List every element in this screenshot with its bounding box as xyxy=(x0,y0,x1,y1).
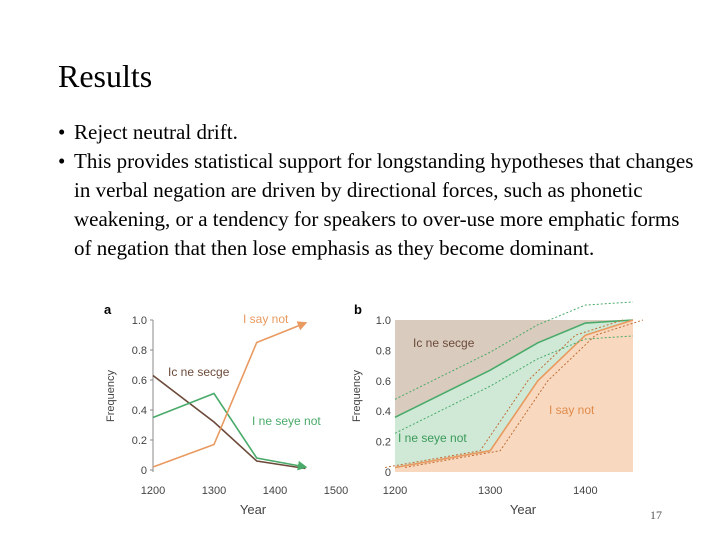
series-line xyxy=(152,374,306,470)
panel-b-label-ic-ne-secge: Ic ne secge xyxy=(413,336,475,350)
y-tick-label: 0.4 xyxy=(132,405,147,417)
x-tick-label: 1200 xyxy=(383,485,407,497)
bullet-text: Reject neutral drift. xyxy=(74,120,238,144)
series-line xyxy=(152,392,308,471)
y-tick-label: 0 xyxy=(141,465,147,477)
ci-lower-i-say-not xyxy=(404,319,644,468)
y-tick-label: 0 xyxy=(385,467,391,479)
y-tick-label: 0.6 xyxy=(132,375,147,387)
panel-a-label: a xyxy=(104,302,112,317)
panel-a-x-ticks: 1200 1300 1400 1500 xyxy=(141,485,348,497)
ci-upper-i-say-not xyxy=(384,319,624,468)
panel-b-y-axis-title: Frequency xyxy=(351,370,363,422)
y-tick-label: 0.8 xyxy=(132,345,147,357)
panel-a-label-i-say-not: I say not xyxy=(243,312,289,326)
page-number: 17 xyxy=(650,508,662,522)
frequency-figure: a 0 0.2 0.4 0.6 0.8 1.0 1200 1300 1400 1500 Freq… xyxy=(104,301,644,517)
x-tick-label: 1400 xyxy=(573,485,597,497)
y-tick-label: 1.0 xyxy=(376,315,391,327)
area-i-say-not xyxy=(395,320,633,472)
slide-title: Results xyxy=(58,58,153,94)
line-i-say-not xyxy=(394,319,634,469)
panel-a-label-ic-ne-secge: Ic ne secge xyxy=(168,365,230,379)
bullet-item: • Reject neutral drift. xyxy=(58,118,698,147)
x-tick-label: 1300 xyxy=(202,485,226,497)
y-tick-label: 0.2 xyxy=(132,435,147,447)
x-tick-label: 1400 xyxy=(263,485,287,497)
panel-b-label-i-say-not: I say not xyxy=(549,403,595,417)
panel-b-x-axis-title: Year xyxy=(510,502,537,517)
panel-a-y-ticks: 0 0.2 0.4 0.6 0.8 1.0 xyxy=(132,315,153,477)
bullet-list: • Reject neutral drift. • This provides … xyxy=(58,118,698,263)
y-tick-label: 0.2 xyxy=(376,437,391,449)
area-i-ne-seye-not xyxy=(395,320,633,468)
area-ic-ne-secge xyxy=(395,320,633,418)
series-line xyxy=(152,321,308,468)
line-i-ne-seye-not xyxy=(394,319,634,418)
ci-upper-i-ne-seye-not xyxy=(394,301,634,400)
panel-b-x-ticks: 1200 1300 1400 xyxy=(383,485,598,497)
bullet-item: • This provides statistical support for … xyxy=(58,147,698,263)
x-tick-label: 1200 xyxy=(141,485,165,497)
panel-b-label: b xyxy=(354,302,362,317)
panel-b: b 0 0.2 0.4 0.6 0.8 1.0 1200 1300 1400 Frequenc… xyxy=(351,301,644,517)
bullet-text: This provides statistical support for lo… xyxy=(74,149,694,260)
panel-b-y-ticks: 0 0.2 0.4 0.6 0.8 1.0 xyxy=(376,315,391,479)
ci-lower-i-ne-seye-not xyxy=(394,335,634,434)
x-tick-label: 1300 xyxy=(478,485,502,497)
y-tick-label: 0.8 xyxy=(376,345,391,357)
panel-b-label-i-ne-seye-not: I ne seye not xyxy=(398,431,467,445)
panel-a-x-axis-title: Year xyxy=(240,502,267,517)
panel-a-series xyxy=(152,321,308,471)
y-tick-label: 1.0 xyxy=(132,315,147,327)
bullet-dot-icon: • xyxy=(58,149,66,173)
panel-a-y-axis-title: Frequency xyxy=(105,370,117,422)
y-tick-label: 0.6 xyxy=(376,376,391,388)
x-tick-label: 1500 xyxy=(324,485,348,497)
panel-a: a 0 0.2 0.4 0.6 0.8 1.0 1200 1300 1400 1500 Freq… xyxy=(104,302,348,517)
bullet-dot-icon: • xyxy=(58,120,66,144)
panel-a-label-i-ne-seye-not: I ne seye not xyxy=(252,414,321,428)
panel-b-areas xyxy=(384,301,644,472)
y-tick-label: 0.4 xyxy=(376,406,391,418)
